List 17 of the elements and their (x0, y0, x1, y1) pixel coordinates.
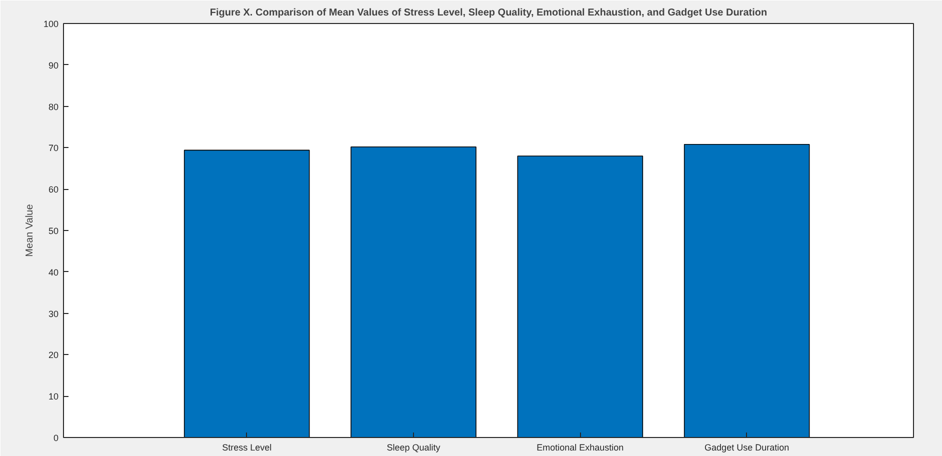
y-tick-label: 80 (48, 102, 59, 112)
y-tick-label: 70 (48, 143, 59, 154)
y-tick-label: 90 (48, 60, 59, 70)
y-tick-label: 10 (48, 392, 59, 402)
y-tick-label: 30 (48, 308, 59, 319)
x-tick-label: Emotional Exhaustion (536, 442, 624, 452)
y-tick-label: 40 (48, 267, 59, 278)
y-tick-label: 60 (48, 184, 59, 195)
y-tick-label: 0 (53, 433, 59, 443)
y-axis-title: Mean Value (24, 204, 36, 257)
y-tick-label: 100 (43, 19, 59, 29)
y-tick-label: 50 (48, 226, 59, 236)
x-tick-label: Sleep Quality (386, 442, 441, 452)
y-tick-label: 20 (48, 350, 59, 360)
x-tick-label: Stress Level (222, 442, 272, 452)
x-tick-label: Gadget Use Duration (704, 442, 790, 452)
chart-title: Figure X. Comparison of Mean Values of Stress Level, Sleep Quality, Emotional Exhaustion, and Gadget Use Duration (210, 8, 768, 18)
